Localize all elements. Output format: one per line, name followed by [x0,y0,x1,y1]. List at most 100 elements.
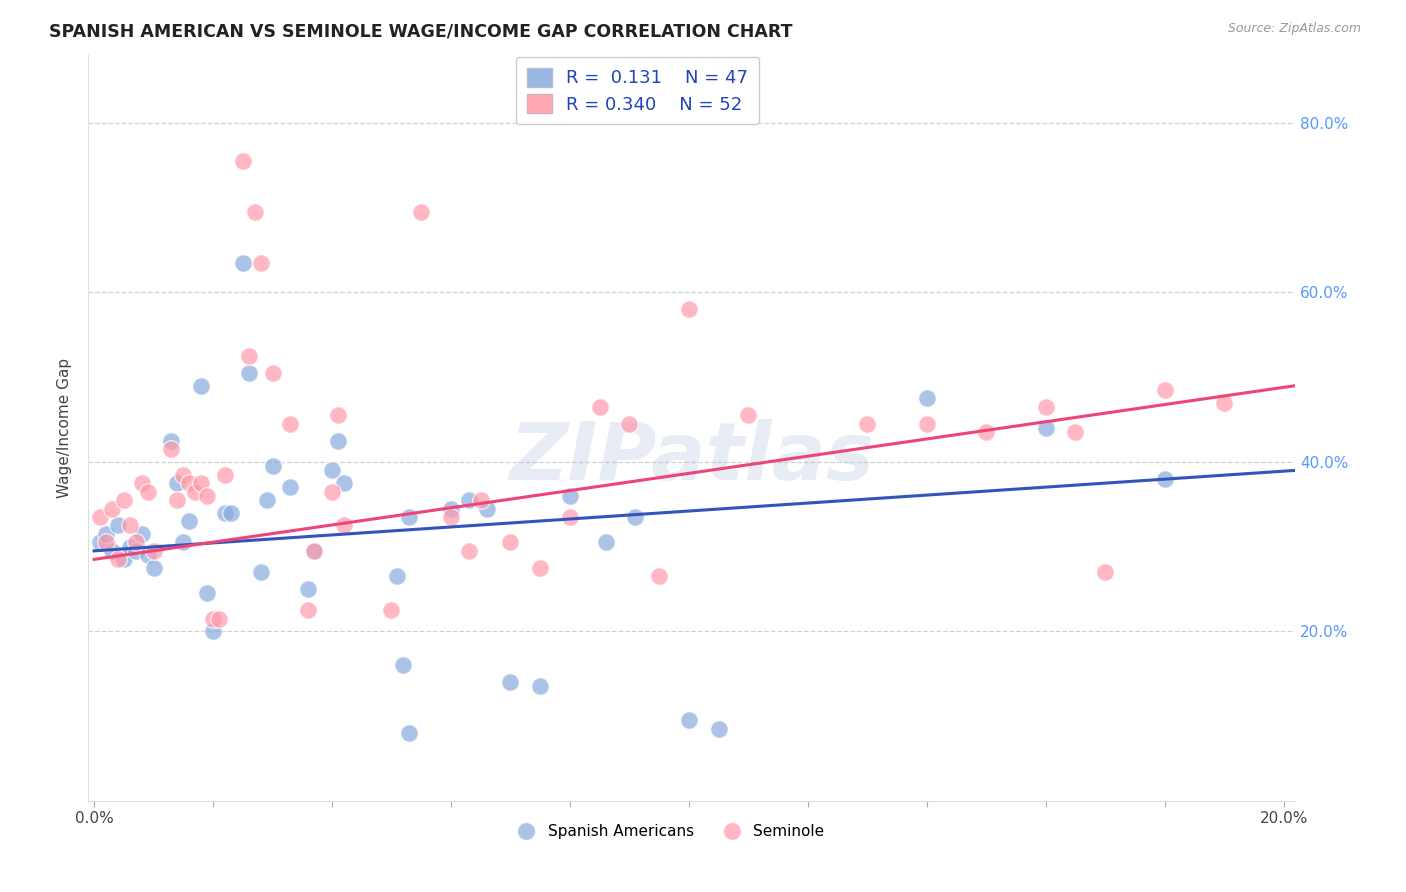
Point [107,552,129,566]
Point [94,535,117,549]
Point [457,493,479,508]
Point [1094,565,1116,579]
Point [112,552,135,566]
Point [89,510,111,524]
Point [678,714,700,728]
Point [118,540,141,554]
Point [558,489,581,503]
Point [262,459,284,474]
Point [588,400,610,414]
Point [214,467,236,482]
Point [262,366,284,380]
Point [974,425,997,440]
Point [202,624,225,639]
Point [624,510,647,524]
Point [172,535,194,549]
Point [238,349,260,363]
Point [249,256,271,270]
Point [131,476,153,491]
Point [101,501,124,516]
Point [1213,395,1236,409]
Point [321,484,343,499]
Point [595,535,617,549]
Point [392,658,415,673]
Point [131,527,153,541]
Point [619,417,641,431]
Point [333,518,356,533]
Point [457,544,479,558]
Point [499,675,522,690]
Point [179,476,201,491]
Point [136,484,159,499]
Point [195,586,218,600]
Point [440,510,463,524]
Point [1035,400,1057,414]
Text: ZIPatlas: ZIPatlas [509,419,875,497]
Point [125,544,148,558]
Text: SPANISH AMERICAN VS SEMINOLE WAGE/INCOME GAP CORRELATION CHART: SPANISH AMERICAN VS SEMINOLE WAGE/INCOME… [49,22,793,40]
Point [475,501,498,516]
Text: Source: ZipAtlas.com: Source: ZipAtlas.com [1227,22,1361,36]
Legend: Spanish Americans, Seminole: Spanish Americans, Seminole [505,818,831,846]
Point [1035,421,1057,435]
Point [256,493,278,508]
Point [184,484,207,499]
Point [280,417,302,431]
Point [172,467,194,482]
Point [136,548,159,562]
Point [470,493,492,508]
Point [678,302,700,317]
Point [297,603,319,617]
Point [179,514,201,528]
Point [232,256,254,270]
Point [398,510,420,524]
Point [195,489,218,503]
Point [166,493,188,508]
Point [190,476,212,491]
Point [297,582,319,596]
Point [214,506,236,520]
Point [499,535,522,549]
Point [101,544,124,558]
Point [166,476,188,491]
Point [1153,472,1175,486]
Point [238,366,260,380]
Point [380,603,402,617]
Point [160,442,183,457]
Point [529,680,551,694]
Point [112,493,135,508]
Point [707,722,730,736]
Point [243,205,266,219]
Point [118,518,141,533]
Point [160,434,183,448]
Point [398,726,420,740]
Point [321,463,343,477]
Point [107,518,129,533]
Point [648,569,671,583]
Point [219,506,242,520]
Point [142,544,165,558]
Point [94,527,117,541]
Point [387,569,409,583]
Point [89,535,111,549]
Y-axis label: Wage/Income Gap: Wage/Income Gap [58,358,72,498]
Point [190,378,212,392]
Point [1153,383,1175,397]
Point [856,417,879,431]
Point [142,561,165,575]
Point [249,565,271,579]
Point [915,417,938,431]
Point [280,480,302,494]
Point [333,476,356,491]
Point [440,501,463,516]
Point [1064,425,1087,440]
Point [302,544,325,558]
Point [326,434,349,448]
Point [529,561,551,575]
Point [411,205,433,219]
Point [326,409,349,423]
Point [232,154,254,169]
Point [558,510,581,524]
Point [915,392,938,406]
Point [737,409,759,423]
